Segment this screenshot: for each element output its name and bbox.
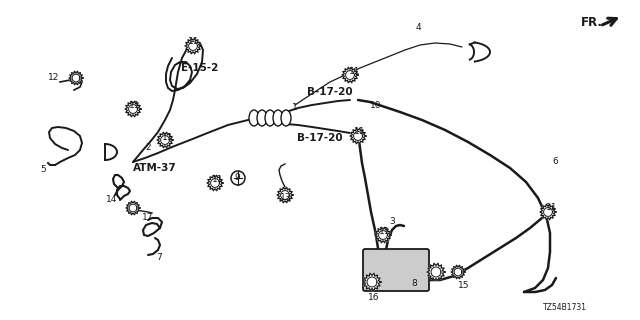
- Text: E-15-2: E-15-2: [181, 63, 219, 73]
- Text: 11: 11: [188, 37, 200, 46]
- Polygon shape: [157, 132, 173, 148]
- Text: 4: 4: [415, 23, 421, 33]
- Text: 1: 1: [292, 103, 298, 113]
- Polygon shape: [540, 204, 556, 220]
- Polygon shape: [126, 201, 140, 215]
- Text: 9: 9: [234, 173, 240, 182]
- Text: 8: 8: [411, 279, 417, 289]
- Text: ATM-37: ATM-37: [133, 163, 177, 173]
- Text: 12: 12: [48, 74, 60, 83]
- Text: 17: 17: [142, 213, 154, 222]
- FancyBboxPatch shape: [363, 249, 429, 291]
- Ellipse shape: [273, 110, 283, 126]
- Polygon shape: [342, 67, 358, 83]
- Text: B-17-20: B-17-20: [307, 87, 353, 97]
- Polygon shape: [207, 175, 223, 191]
- Polygon shape: [427, 263, 445, 281]
- Ellipse shape: [249, 110, 259, 126]
- Circle shape: [231, 171, 245, 185]
- Text: TZ54B1731: TZ54B1731: [543, 303, 587, 313]
- Text: 6: 6: [552, 157, 558, 166]
- Text: 5: 5: [40, 165, 46, 174]
- Ellipse shape: [257, 110, 267, 126]
- Text: B-17-20: B-17-20: [297, 133, 343, 143]
- Text: 10: 10: [371, 100, 381, 109]
- Polygon shape: [451, 265, 465, 279]
- Polygon shape: [375, 227, 391, 243]
- Polygon shape: [363, 273, 381, 291]
- Text: 11: 11: [212, 175, 224, 185]
- Ellipse shape: [281, 110, 291, 126]
- Text: 11: 11: [355, 127, 365, 137]
- Text: 16: 16: [368, 292, 380, 301]
- Text: 11: 11: [349, 68, 361, 76]
- Polygon shape: [69, 71, 83, 85]
- Text: 11: 11: [129, 100, 141, 109]
- Text: 2: 2: [145, 143, 151, 153]
- Text: 11: 11: [380, 228, 391, 236]
- Ellipse shape: [265, 110, 275, 126]
- Polygon shape: [277, 187, 293, 203]
- Text: 7: 7: [156, 253, 162, 262]
- Polygon shape: [350, 128, 366, 144]
- Text: 14: 14: [106, 196, 118, 204]
- Text: 11: 11: [547, 204, 557, 212]
- Text: 13: 13: [280, 194, 292, 203]
- Polygon shape: [185, 38, 201, 54]
- Text: FR.: FR.: [581, 15, 603, 28]
- Text: 11: 11: [163, 133, 173, 142]
- Polygon shape: [125, 101, 141, 117]
- Text: 3: 3: [389, 218, 395, 227]
- Text: 15: 15: [458, 281, 470, 290]
